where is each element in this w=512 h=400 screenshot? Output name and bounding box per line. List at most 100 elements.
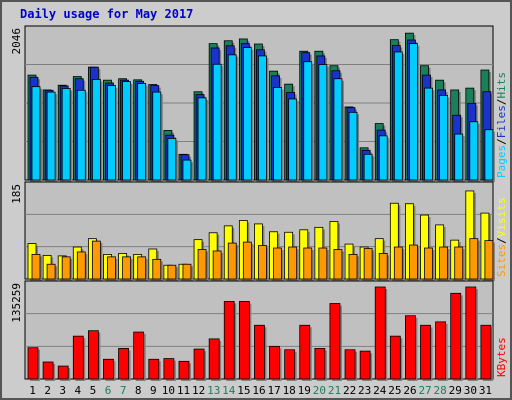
bar-sites-day-25 [393,246,403,280]
bar-sites-day-21 [333,249,343,280]
bar-pages-day-6 [107,85,116,181]
bar-kbytes-day-10 [163,358,175,380]
bar-pages-day-17 [273,87,282,181]
bar-kbytes-day-11 [178,360,190,380]
bar-sites-day-5 [91,240,101,280]
bar-pages-day-27 [424,87,433,181]
bar-sites-day-14 [227,242,237,280]
bar-kbytes-day-4 [72,335,84,380]
bar-kbytes-day-14 [223,301,235,380]
bar-pages-day-18 [288,98,298,181]
bar-sites-day-31 [484,240,494,280]
bar-kbytes-day-20 [314,347,326,380]
bar-sites-day-8 [137,256,147,280]
bar-pages-day-10 [167,138,177,181]
bar-sites-day-9 [152,258,162,280]
bar-pages-day-8 [137,83,147,181]
bar-kbytes-day-28 [435,321,447,380]
bar-pages-day-7 [122,81,131,181]
bar-kbytes-day-12 [193,348,205,380]
bar-kbytes-day-2 [42,361,54,380]
bar-pages-day-29 [454,133,464,181]
day-label-20: 20 [313,384,326,397]
bar-kbytes-day-25 [389,335,401,380]
day-label-2: 2 [44,384,51,397]
bar-pages-day-14 [227,54,237,181]
legend-hits: Hits [495,72,508,99]
bar-sites-day-28 [439,246,449,280]
bar-sites-day-19 [303,247,313,280]
panel-visits-sites-ymax-label: 185 [10,184,23,204]
day-label-15: 15 [237,384,250,397]
legend-separator: / [495,138,508,145]
legend-kbytes: KBytes [495,337,508,377]
day-label-14: 14 [222,384,236,397]
bar-pages-day-16 [258,55,267,181]
bar-kbytes-day-17 [269,345,280,380]
bar-kbytes-day-22 [344,349,356,380]
day-label-27: 27 [418,384,431,397]
bar-pages-day-9 [152,91,162,181]
day-label-31: 31 [479,384,492,397]
day-label-4: 4 [75,384,82,397]
legend-visits: Visits [495,198,508,238]
legend-pages: Pages [495,145,508,178]
bar-pages-day-3 [61,88,71,181]
bar-pages-day-30 [469,121,479,181]
bar-sites-day-4 [76,251,86,280]
day-label-26: 26 [403,384,416,397]
day-label-5: 5 [90,384,97,397]
bar-kbytes-day-26 [405,315,416,380]
legend-separator: / [495,237,508,244]
bar-kbytes-day-16 [254,324,265,380]
day-label-19: 19 [298,384,311,397]
day-label-28: 28 [434,384,447,397]
bar-sites-day-2 [46,263,56,280]
bar-sites-day-3 [61,256,71,280]
bar-kbytes-day-18 [284,349,296,380]
bar-kbytes-day-9 [148,358,160,380]
day-label-24: 24 [373,384,387,397]
bar-kbytes-day-21 [329,303,341,380]
bar-kbytes-day-31 [480,324,492,380]
bar-pages-day-21 [333,78,343,181]
panel-visits-sites-side-legend: Sites/Visits [495,198,508,278]
day-label-11: 11 [177,384,190,397]
bar-sites-day-17 [273,247,282,280]
bar-kbytes-day-29 [450,292,462,380]
day-label-3: 3 [59,384,66,397]
day-label-29: 29 [449,384,462,397]
bar-sites-day-15 [242,241,252,280]
chart-title: Daily usage for May 2017 [20,7,194,21]
bar-kbytes-day-7 [118,347,129,380]
bar-pages-day-5 [91,79,101,181]
bar-pages-day-20 [318,64,328,181]
bar-sites-day-26 [409,244,418,280]
bar-sites-day-30 [469,238,479,280]
bar-sites-day-11 [182,263,192,280]
bar-kbytes-day-30 [465,286,477,380]
bar-kbytes-day-3 [57,365,69,380]
bar-pages-day-15 [242,47,252,181]
bar-sites-day-13 [212,250,222,280]
bar-sites-day-29 [454,246,464,280]
bar-sites-day-27 [424,247,433,280]
bar-kbytes-day-13 [208,338,220,380]
panel-pages-files-hits-ymax-label: 2046 [10,28,23,55]
day-label-8: 8 [135,384,142,397]
day-label-18: 18 [283,384,296,397]
bar-sites-day-1 [31,254,41,280]
bar-sites-day-23 [363,248,373,280]
bar-pages-day-22 [348,111,358,181]
bar-pages-day-2 [46,91,56,181]
bar-pages-day-4 [76,89,86,181]
bar-sites-day-24 [378,253,388,280]
day-label-17: 17 [267,384,280,397]
bar-kbytes-day-27 [420,324,431,380]
day-label-22: 22 [343,384,356,397]
day-label-7: 7 [120,384,127,397]
day-label-30: 30 [464,384,477,397]
legend-files: Files [495,105,508,138]
bar-pages-day-19 [303,61,313,181]
